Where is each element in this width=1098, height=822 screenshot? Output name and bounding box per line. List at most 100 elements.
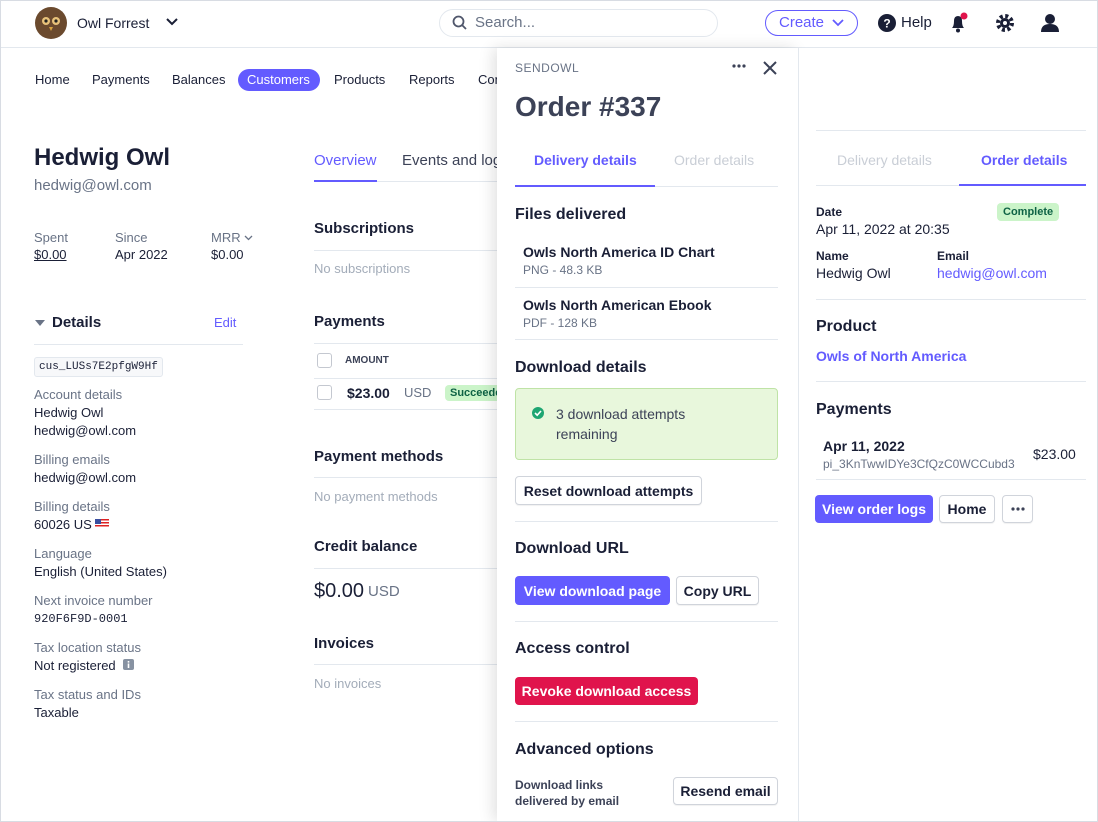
details-toggle[interactable]	[35, 320, 45, 327]
divider	[314, 250, 497, 251]
payment-date: Apr 11, 2022	[823, 438, 905, 454]
field-value: Hedwig Owl	[34, 405, 104, 420]
divider	[34, 344, 243, 345]
field-value: Hedwig Owl	[816, 265, 891, 281]
nav-item[interactable]: Customers	[247, 72, 310, 87]
checkbox[interactable]	[317, 353, 332, 368]
field-value: 60026 US	[34, 516, 110, 534]
details-edit[interactable]: Edit	[214, 315, 237, 330]
stat-value[interactable]: $0.00	[34, 247, 67, 262]
section-title: Subscriptions	[314, 220, 415, 237]
field-value: English (United States)	[34, 564, 167, 579]
tab-active[interactable]: Order details	[981, 152, 1068, 168]
advanced-label: Download links delivered by email	[515, 778, 620, 808]
tab-active[interactable]: Overview	[314, 152, 377, 169]
field-label: Billing emails	[34, 452, 110, 467]
status-badge: Succeeded	[445, 385, 514, 401]
help-icon[interactable]: ?	[878, 14, 896, 32]
create-button[interactable]	[765, 10, 858, 36]
divider	[515, 621, 778, 622]
order-title: Order #337	[515, 91, 662, 122]
view-download-button[interactable]: View download page	[515, 576, 670, 605]
details-panel	[798, 48, 1097, 821]
field-label: Billing details	[34, 499, 110, 514]
create-chevron	[832, 19, 844, 27]
settings-icon[interactable]	[995, 13, 1015, 33]
section-title: Payments	[816, 401, 892, 418]
profile-icon[interactable]	[1040, 13, 1060, 33]
field-value: hedwig@owl.com	[34, 423, 137, 438]
field-value: Apr 11, 2022 at 20:35	[816, 221, 950, 237]
customer-name: Hedwig Owl	[34, 144, 171, 171]
stat-label: Spent	[34, 230, 68, 245]
nav-item[interactable]: Home	[35, 72, 70, 87]
tab-underline	[515, 185, 655, 187]
checkbox[interactable]	[317, 385, 332, 400]
divider	[816, 381, 1086, 382]
field-label: Date	[816, 205, 843, 219]
divider	[314, 409, 497, 410]
tab-underline	[314, 180, 377, 182]
payment-id: pi_3KnTwwIDYe3CfQzC0WCCubd3	[823, 457, 1015, 471]
divider	[314, 477, 497, 478]
check-icon	[532, 407, 544, 419]
empty-state: No invoices	[314, 676, 382, 691]
stat-value: $0.00	[211, 247, 244, 262]
reset-button[interactable]: Reset download attempts	[515, 476, 702, 505]
credit-currency: USD	[368, 583, 400, 600]
tab[interactable]: Order details	[674, 152, 755, 168]
nav-item[interactable]: Reports	[409, 72, 455, 87]
account-name[interactable]: Owl Forrest	[77, 15, 150, 31]
more-button[interactable]	[1002, 495, 1033, 523]
nav-item[interactable]: Balances	[172, 72, 226, 87]
divider	[314, 568, 497, 569]
tab-border	[314, 181, 497, 182]
section-title: Download URL	[515, 540, 629, 557]
home-button[interactable]: Home	[939, 495, 995, 523]
notifications-icon[interactable]	[949, 12, 969, 34]
customer-email: hedwig@owl.com	[34, 177, 152, 194]
field-value: hedwig@owl.com	[34, 470, 137, 485]
credit-amount: $0.00	[314, 580, 365, 602]
empty-state: No subscriptions	[314, 261, 411, 276]
details-title[interactable]: Details	[52, 314, 102, 331]
search-box[interactable]	[439, 9, 718, 37]
divider	[816, 479, 1086, 480]
tab[interactable]: Events and logs	[402, 152, 509, 169]
flag-icon	[95, 519, 110, 529]
help-label[interactable]: Help	[901, 14, 932, 31]
info-icon[interactable]	[122, 659, 134, 670]
avatar	[35, 7, 67, 39]
product-link[interactable]: Owls of North America	[816, 348, 967, 364]
field-value: Not registered	[34, 657, 134, 675]
divider	[515, 521, 778, 522]
stat-label: Since	[115, 230, 148, 245]
divider	[314, 343, 497, 344]
copy-url-button[interactable]: Copy URL	[676, 576, 759, 605]
divider	[515, 721, 778, 722]
stat-label[interactable]: MRR	[211, 230, 241, 245]
tab[interactable]: Delivery details	[837, 152, 932, 168]
column-header: AMOUNT	[345, 355, 389, 366]
search-placeholder[interactable]: Search...	[475, 14, 536, 31]
more-icon[interactable]	[731, 63, 747, 69]
resend-button[interactable]: Resend email	[673, 777, 778, 805]
order-logs-button[interactable]: View order logs	[815, 495, 933, 523]
email-link[interactable]: hedwig@owl.com	[937, 265, 1047, 281]
field-value: 920F6F9D-0001	[34, 612, 128, 626]
field-label: Account details	[34, 387, 123, 402]
notice-text: 3 download attempts remaining	[556, 406, 686, 442]
tab-active[interactable]: Delivery details	[534, 152, 637, 168]
nav-item[interactable]: Products	[334, 72, 386, 87]
field-label: Language	[34, 546, 92, 561]
section-title: Payment methods	[314, 448, 444, 465]
chevron[interactable]	[165, 17, 179, 27]
nav-item[interactable]: Payments	[92, 72, 150, 87]
svg-text:?: ?	[883, 17, 890, 31]
field-label: Tax status and IDs	[34, 687, 141, 702]
revoke-button[interactable]: Revoke download access	[515, 677, 698, 705]
section-title: Product	[816, 318, 877, 335]
create-label[interactable]: Create	[779, 14, 825, 31]
close-icon[interactable]	[763, 61, 777, 75]
top-bar-border	[1, 47, 1097, 48]
